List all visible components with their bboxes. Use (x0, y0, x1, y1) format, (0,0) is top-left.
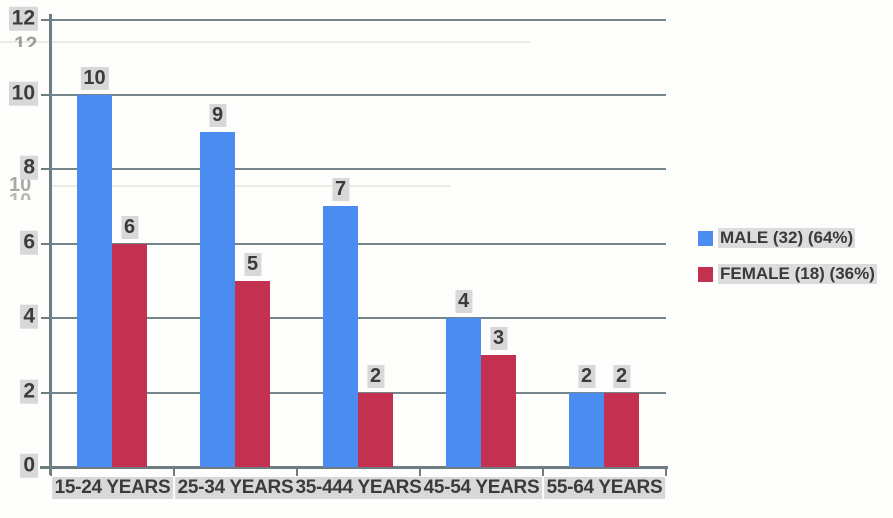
x-axis-label: 25-34 YEARS (174, 477, 297, 499)
y-axis-label-text: 2 (20, 379, 38, 404)
y-tick (41, 391, 51, 394)
bar-value-label: 2 (366, 364, 385, 388)
y-tick (41, 93, 51, 96)
ghost-artifact: 12 (14, 33, 38, 47)
y-axis-label: 4 (0, 304, 38, 329)
bar-value-label: 2 (577, 364, 596, 388)
bar-value-label-text: 7 (331, 178, 350, 202)
y-tick (41, 242, 51, 245)
x-axis (40, 466, 668, 469)
legend-swatch-male-icon (698, 230, 713, 246)
y-axis-label: 0 (0, 453, 38, 478)
y-axis-label-text: 6 (20, 230, 38, 255)
gridline (51, 93, 666, 96)
gridline (51, 317, 666, 319)
legend: MALE (32) (64%) FEMALE (18) (36%) (698, 228, 877, 300)
gridline (51, 19, 666, 21)
x-axis-label-text: 25-34 YEARS (174, 477, 297, 499)
y-axis-label-text: 10 (8, 81, 38, 106)
bar-female-group2 (235, 280, 270, 467)
bar-value-label: 3 (489, 327, 508, 351)
bar-female-group5 (604, 392, 639, 467)
x-axis-label-text: 35-444 YEARS (292, 477, 425, 499)
bar-value-label: 2 (612, 364, 631, 388)
legend-label: MALE (32) (64%) (718, 228, 856, 248)
bar-value-label: 7 (331, 178, 350, 202)
bar-female-group4 (481, 355, 516, 467)
y-axis-label-text: 4 (20, 304, 38, 329)
y-axis-label: 12 (0, 6, 38, 31)
legend-swatch-female-icon (698, 266, 713, 282)
legend-row-male: MALE (32) (64%) (698, 228, 877, 248)
gridline (51, 168, 666, 170)
y-tick (41, 466, 51, 468)
bar-value-label-text: 9 (208, 103, 227, 127)
y-tick (41, 168, 51, 170)
bar-value-label-text: 3 (489, 327, 508, 351)
x-tick (542, 467, 544, 476)
x-axis-label-text: 45-54 YEARS (420, 477, 543, 499)
ghost-artifact: 10 (9, 190, 31, 200)
x-tick (50, 467, 52, 476)
y-axis-label: 8 (0, 155, 38, 180)
y-axis-label: 6 (0, 230, 38, 255)
x-axis-label: 55-64 YEARS (543, 477, 666, 499)
bar-male-group3 (323, 206, 358, 467)
bar-value-label-text: 2 (612, 364, 631, 388)
x-tick (665, 467, 667, 476)
legend-label: FEMALE (18) (36%) (718, 264, 877, 284)
bar-value-label: 5 (243, 252, 262, 276)
bar-male-group1 (77, 94, 112, 467)
bar-male-group4 (446, 318, 481, 467)
bar-value-label: 10 (80, 66, 109, 90)
x-tick (173, 467, 175, 476)
bar-value-label-text: 2 (366, 364, 385, 388)
bar-female-group3 (358, 392, 393, 467)
y-axis (49, 14, 52, 475)
x-axis-label: 15-24 YEARS (51, 477, 174, 499)
x-tick (419, 467, 421, 476)
ghost-gridline (0, 41, 530, 43)
bar-value-label-text: 4 (454, 290, 473, 313)
y-axis-label-text: 8 (20, 155, 38, 180)
bar-male-group2 (200, 131, 235, 467)
bar-value-label: 9 (208, 103, 227, 127)
y-axis-label: 10 (0, 81, 38, 106)
x-axis-label-text: 15-24 YEARS (51, 477, 174, 499)
y-tick (41, 317, 51, 319)
x-axis-label-text: 55-64 YEARS (543, 477, 666, 499)
bar-value-label-text: 5 (243, 252, 262, 276)
y-axis-label: 2 (0, 379, 38, 404)
legend-row-female: FEMALE (18) (36%) (698, 264, 877, 284)
bar-value-label: 4 (454, 290, 473, 313)
bar-male-group5 (569, 392, 604, 467)
bar-value-label-text: 6 (120, 215, 139, 239)
bar-female-group1 (112, 243, 147, 467)
x-axis-label: 45-54 YEARS (420, 477, 543, 499)
y-tick (41, 19, 51, 21)
bar-value-label-text: 2 (577, 364, 596, 388)
x-axis-label: 35-444 YEARS (292, 477, 425, 499)
y-axis-label-text: 12 (8, 6, 38, 31)
x-tick (296, 467, 298, 476)
y-axis-label-text: 0 (20, 453, 38, 478)
bar-value-label: 6 (120, 215, 139, 239)
bar-value-label-text: 10 (80, 66, 109, 90)
gridline (51, 242, 666, 245)
ghost-gridline (51, 185, 451, 187)
